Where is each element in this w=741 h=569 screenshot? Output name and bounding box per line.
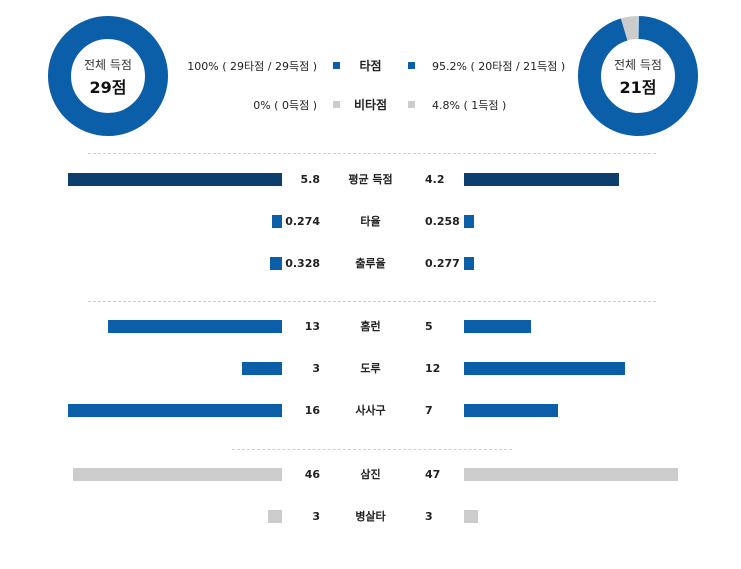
right-value-label: 5: [425, 320, 433, 333]
left-value-label: 3: [312, 362, 320, 375]
right-value-label: 3: [425, 510, 433, 523]
stat-row: 0.328 출루율 0.277: [0, 257, 741, 271]
legend-non-rbi-right-swatch: [408, 101, 415, 108]
left-value-label: 16: [304, 404, 320, 417]
legend-rbi: 100% ( 29타점 / 29득점 ) 타점 95.2% ( 20타점 / 2…: [0, 55, 741, 75]
legend-rbi-right-swatch: [408, 62, 415, 69]
right-value-label: 0.277: [425, 257, 460, 270]
stat-row: 16 사사구 7: [0, 404, 741, 418]
right-value-label: 0.258: [425, 215, 460, 228]
left-value-label: 3: [312, 510, 320, 523]
left-value-label: 0.328: [285, 257, 320, 270]
right-value-label: 7: [425, 404, 433, 417]
left-value-label: 0.274: [285, 215, 320, 228]
legend-rbi-left-value: 100% ( 29타점 / 29득점 ): [187, 60, 317, 73]
left-donut-graphic: [48, 16, 168, 136]
category-label: 사사구: [355, 404, 386, 417]
left-total-score-label: 전체 득점: [84, 58, 132, 72]
section-divider: [88, 153, 656, 154]
category-label: 홈런: [360, 320, 381, 333]
category-label: 병살타: [355, 510, 386, 523]
left-bar: [108, 320, 282, 333]
left-bar: [72, 468, 282, 481]
left-bar: [68, 404, 282, 417]
category-label: 타율: [360, 215, 381, 228]
right-donut-slice-gap: [578, 16, 698, 136]
right-bar: [464, 173, 619, 186]
right-total-score-label: 전체 득점: [614, 58, 662, 72]
right-bar: [464, 257, 475, 270]
right-bar: [464, 468, 678, 481]
left-bar: [269, 257, 282, 270]
right-value-label: 12: [425, 362, 441, 375]
right-value-label: 47: [425, 468, 441, 481]
right-bar: [464, 510, 478, 523]
right-total-score-value: 21점: [619, 78, 657, 97]
left-bar: [241, 362, 282, 375]
stat-row: 13 홈런 5: [0, 320, 741, 334]
legend-rbi-right-value: 95.2% ( 20타점 / 21득점 ): [432, 60, 566, 73]
section-divider: [88, 301, 656, 302]
category-label: 삼진: [360, 468, 381, 481]
left-value-label: 5.8: [300, 173, 321, 186]
left-total-score-value: 29점: [89, 78, 127, 97]
category-label: 출루율: [355, 257, 386, 270]
legend-non-rbi-right-value: 4.8% ( 1득점 ): [432, 99, 507, 112]
right-value-label: 4.2: [425, 173, 445, 186]
right-bar: [464, 320, 531, 333]
left-total-score-donut: 전체 득점 29점: [48, 16, 168, 136]
left-value-label: 46: [304, 468, 320, 481]
legend-rbi-name: 타점: [359, 59, 382, 73]
right-bar: [464, 215, 474, 228]
right-bar: [464, 362, 625, 375]
category-label: 도루: [360, 362, 381, 375]
section-divider: [232, 449, 512, 450]
left-bar: [271, 215, 282, 228]
left-bar: [68, 173, 282, 186]
right-bar: [464, 404, 558, 417]
legend-non-rbi-left-value: 0% ( 0득점 ): [253, 99, 317, 112]
category-label: 평균 득점: [348, 173, 393, 186]
stat-row: 3 병살타 3: [0, 510, 741, 524]
legend-non-rbi-left-swatch: [333, 101, 340, 108]
left-donut-rbi-slice: [48, 16, 168, 136]
left-value-label: 13: [304, 320, 320, 333]
left-bar: [268, 510, 282, 523]
stat-row: 5.8 평균 득점 4.2: [0, 173, 741, 187]
legend-rbi-left-swatch: [333, 62, 340, 69]
right-total-score-donut: 전체 득점 21점: [578, 16, 698, 136]
stat-row: 0.274 타율 0.258: [0, 215, 741, 229]
legend-non-rbi: 0% ( 0득점 ) 비타점 4.8% ( 1득점 ): [0, 94, 741, 114]
stat-row: 3 도루 12: [0, 362, 741, 376]
legend-non-rbi-name: 비타점: [353, 98, 388, 112]
right-donut-graphic: [578, 16, 698, 136]
stat-row: 46 삼진 47: [0, 468, 741, 482]
